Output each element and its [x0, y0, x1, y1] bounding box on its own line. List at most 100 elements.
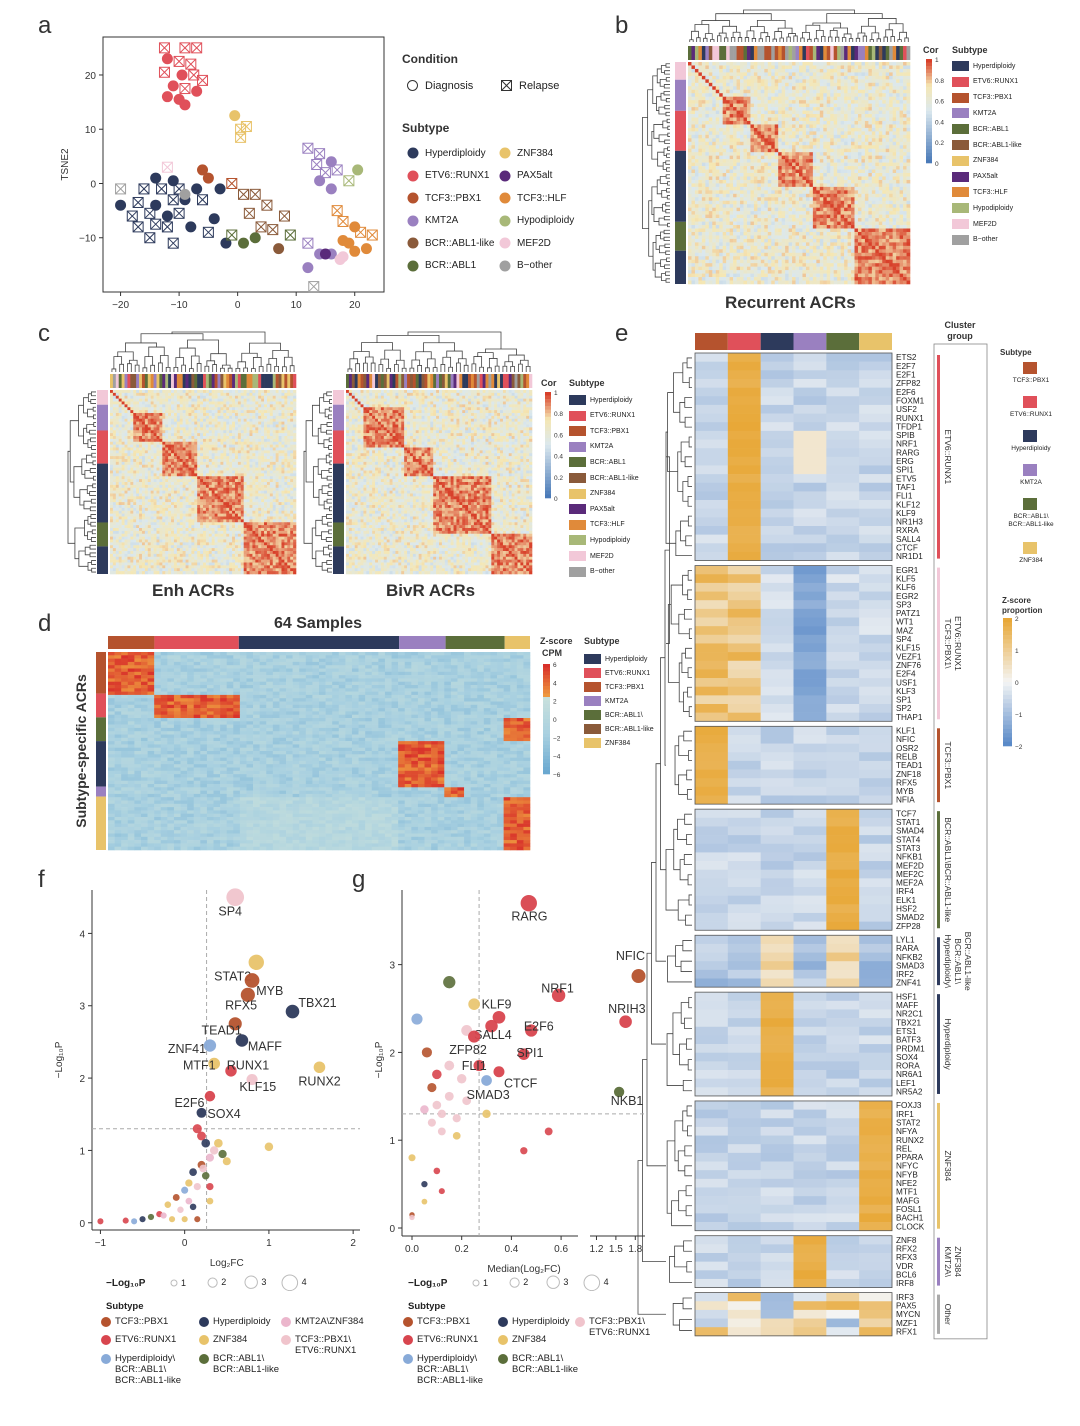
heatmap-cell: [864, 166, 869, 170]
heatmap-cell: [816, 145, 821, 150]
heatmap-cell: [733, 138, 737, 143]
heatmap-cell: [844, 197, 848, 202]
heatmap-cell: [899, 218, 904, 222]
heatmap-cell: [774, 82, 779, 87]
heatmap-cell: [882, 127, 887, 132]
heatmap-cell: [812, 100, 817, 104]
heatmap-cell: [746, 169, 751, 174]
heatmap-cell: [743, 75, 748, 80]
heatmap-cell: [812, 235, 817, 240]
relapse-cross: [173, 56, 185, 67]
heatmap-cell: [885, 65, 890, 70]
heatmap-cell: [896, 273, 900, 278]
dendrogram-branch: [92, 483, 96, 489]
heatmap-cell: [854, 155, 859, 160]
heatmap-cell: [851, 141, 855, 146]
condition-title: Condition: [402, 52, 458, 66]
heatmap-cell: [826, 245, 831, 250]
heatmap-cell: [792, 127, 796, 132]
heatmap-cell: [802, 277, 807, 281]
heatmap-cell: [750, 145, 755, 150]
heatmap-cell: [771, 183, 776, 188]
legend-label: BCR::ABL1-like: [425, 237, 495, 249]
heatmap-cell: [708, 117, 713, 122]
relapse-cross: [156, 183, 167, 195]
heatmap-cell: [223, 398, 227, 402]
heatmap-cell: [771, 152, 776, 156]
heatmap-cell: [764, 173, 769, 177]
heatmap-cell: [906, 193, 911, 198]
heatmap-cell: [885, 79, 890, 84]
heatmap-cell: [722, 169, 727, 174]
heatmap-cell: [764, 155, 769, 160]
dendrogram-branch: [663, 148, 668, 157]
heatmap-cell: [892, 193, 897, 198]
dendrogram-branch: [656, 68, 662, 84]
heatmap-cell: [688, 280, 692, 285]
heatmap-cell: [688, 103, 692, 108]
heatmap-cell: [799, 75, 803, 80]
heatmap-cell: [844, 277, 848, 281]
heatmap-cell: [774, 145, 779, 150]
dendrogram-branch: [857, 32, 866, 39]
heatmap-cell: [889, 114, 893, 118]
heatmap-cell: [837, 221, 841, 226]
heatmap-cell: [896, 218, 900, 222]
heatmap-cell: [774, 193, 779, 198]
heatmap-cell: [712, 110, 717, 115]
legend-label: MEF2D: [517, 237, 551, 249]
heatmap-cell: [712, 252, 717, 257]
heatmap-cell: [708, 183, 713, 188]
heatmap-cell: [854, 75, 859, 80]
heatmap-cell: [830, 124, 834, 129]
heatmap-cell: [781, 75, 786, 80]
heatmap-cell: [130, 395, 134, 399]
heatmap-cell: [705, 238, 710, 243]
heatmap-cell: [857, 280, 862, 285]
heatmap-cell: [833, 179, 838, 184]
heatmap-cell: [878, 82, 883, 87]
heatmap-cell: [722, 120, 727, 125]
heatmap-cell: [816, 183, 821, 188]
heatmap-cell: [878, 96, 883, 101]
heatmap-cell: [694, 79, 699, 84]
heatmap-cell: [809, 89, 814, 94]
heatmap-cell: [896, 183, 900, 188]
heatmap-cell: [750, 214, 755, 219]
heatmap-cell: [816, 218, 821, 222]
heatmap-cell: [805, 100, 810, 104]
heatmap-cell: [746, 245, 751, 250]
heatmap-cell: [906, 93, 911, 97]
heatmap-cell: [878, 131, 883, 136]
heatmap-cell: [899, 75, 904, 80]
heatmap-cell: [743, 211, 748, 215]
heatmap-cell: [698, 270, 703, 274]
dendrogram-branch: [666, 167, 670, 172]
heatmap-cell: [816, 204, 821, 208]
heatmap-cell: [809, 183, 814, 188]
heatmap-cell: [746, 138, 751, 143]
heatmap-cell: [885, 176, 890, 181]
heatmap-cell: [708, 280, 713, 285]
heatmap-cell: [785, 211, 789, 215]
heatmap-cell: [906, 65, 911, 70]
heatmap-cell: [868, 127, 873, 132]
relapse-cross: [343, 175, 355, 187]
heatmap-cell: [705, 183, 710, 188]
legend-dot: [499, 237, 511, 249]
heatmap-cell: [823, 114, 828, 118]
heatmap-cell: [844, 221, 848, 226]
heatmap-cell: [767, 155, 772, 160]
dendrogram-branch: [663, 236, 670, 242]
heatmap-cell: [688, 110, 692, 115]
heatmap-cell: [743, 72, 748, 77]
heatmap-cell: [712, 266, 717, 271]
heatmap-cell: [878, 127, 883, 132]
heatmap-cell: [812, 166, 817, 170]
heatmap-cell: [694, 145, 699, 150]
heatmap-cell: [785, 228, 789, 233]
heatmap-cell: [868, 259, 873, 264]
heatmap-cell: [833, 183, 838, 188]
heatmap-cell: [795, 270, 800, 274]
heatmap-cell: [691, 207, 696, 212]
